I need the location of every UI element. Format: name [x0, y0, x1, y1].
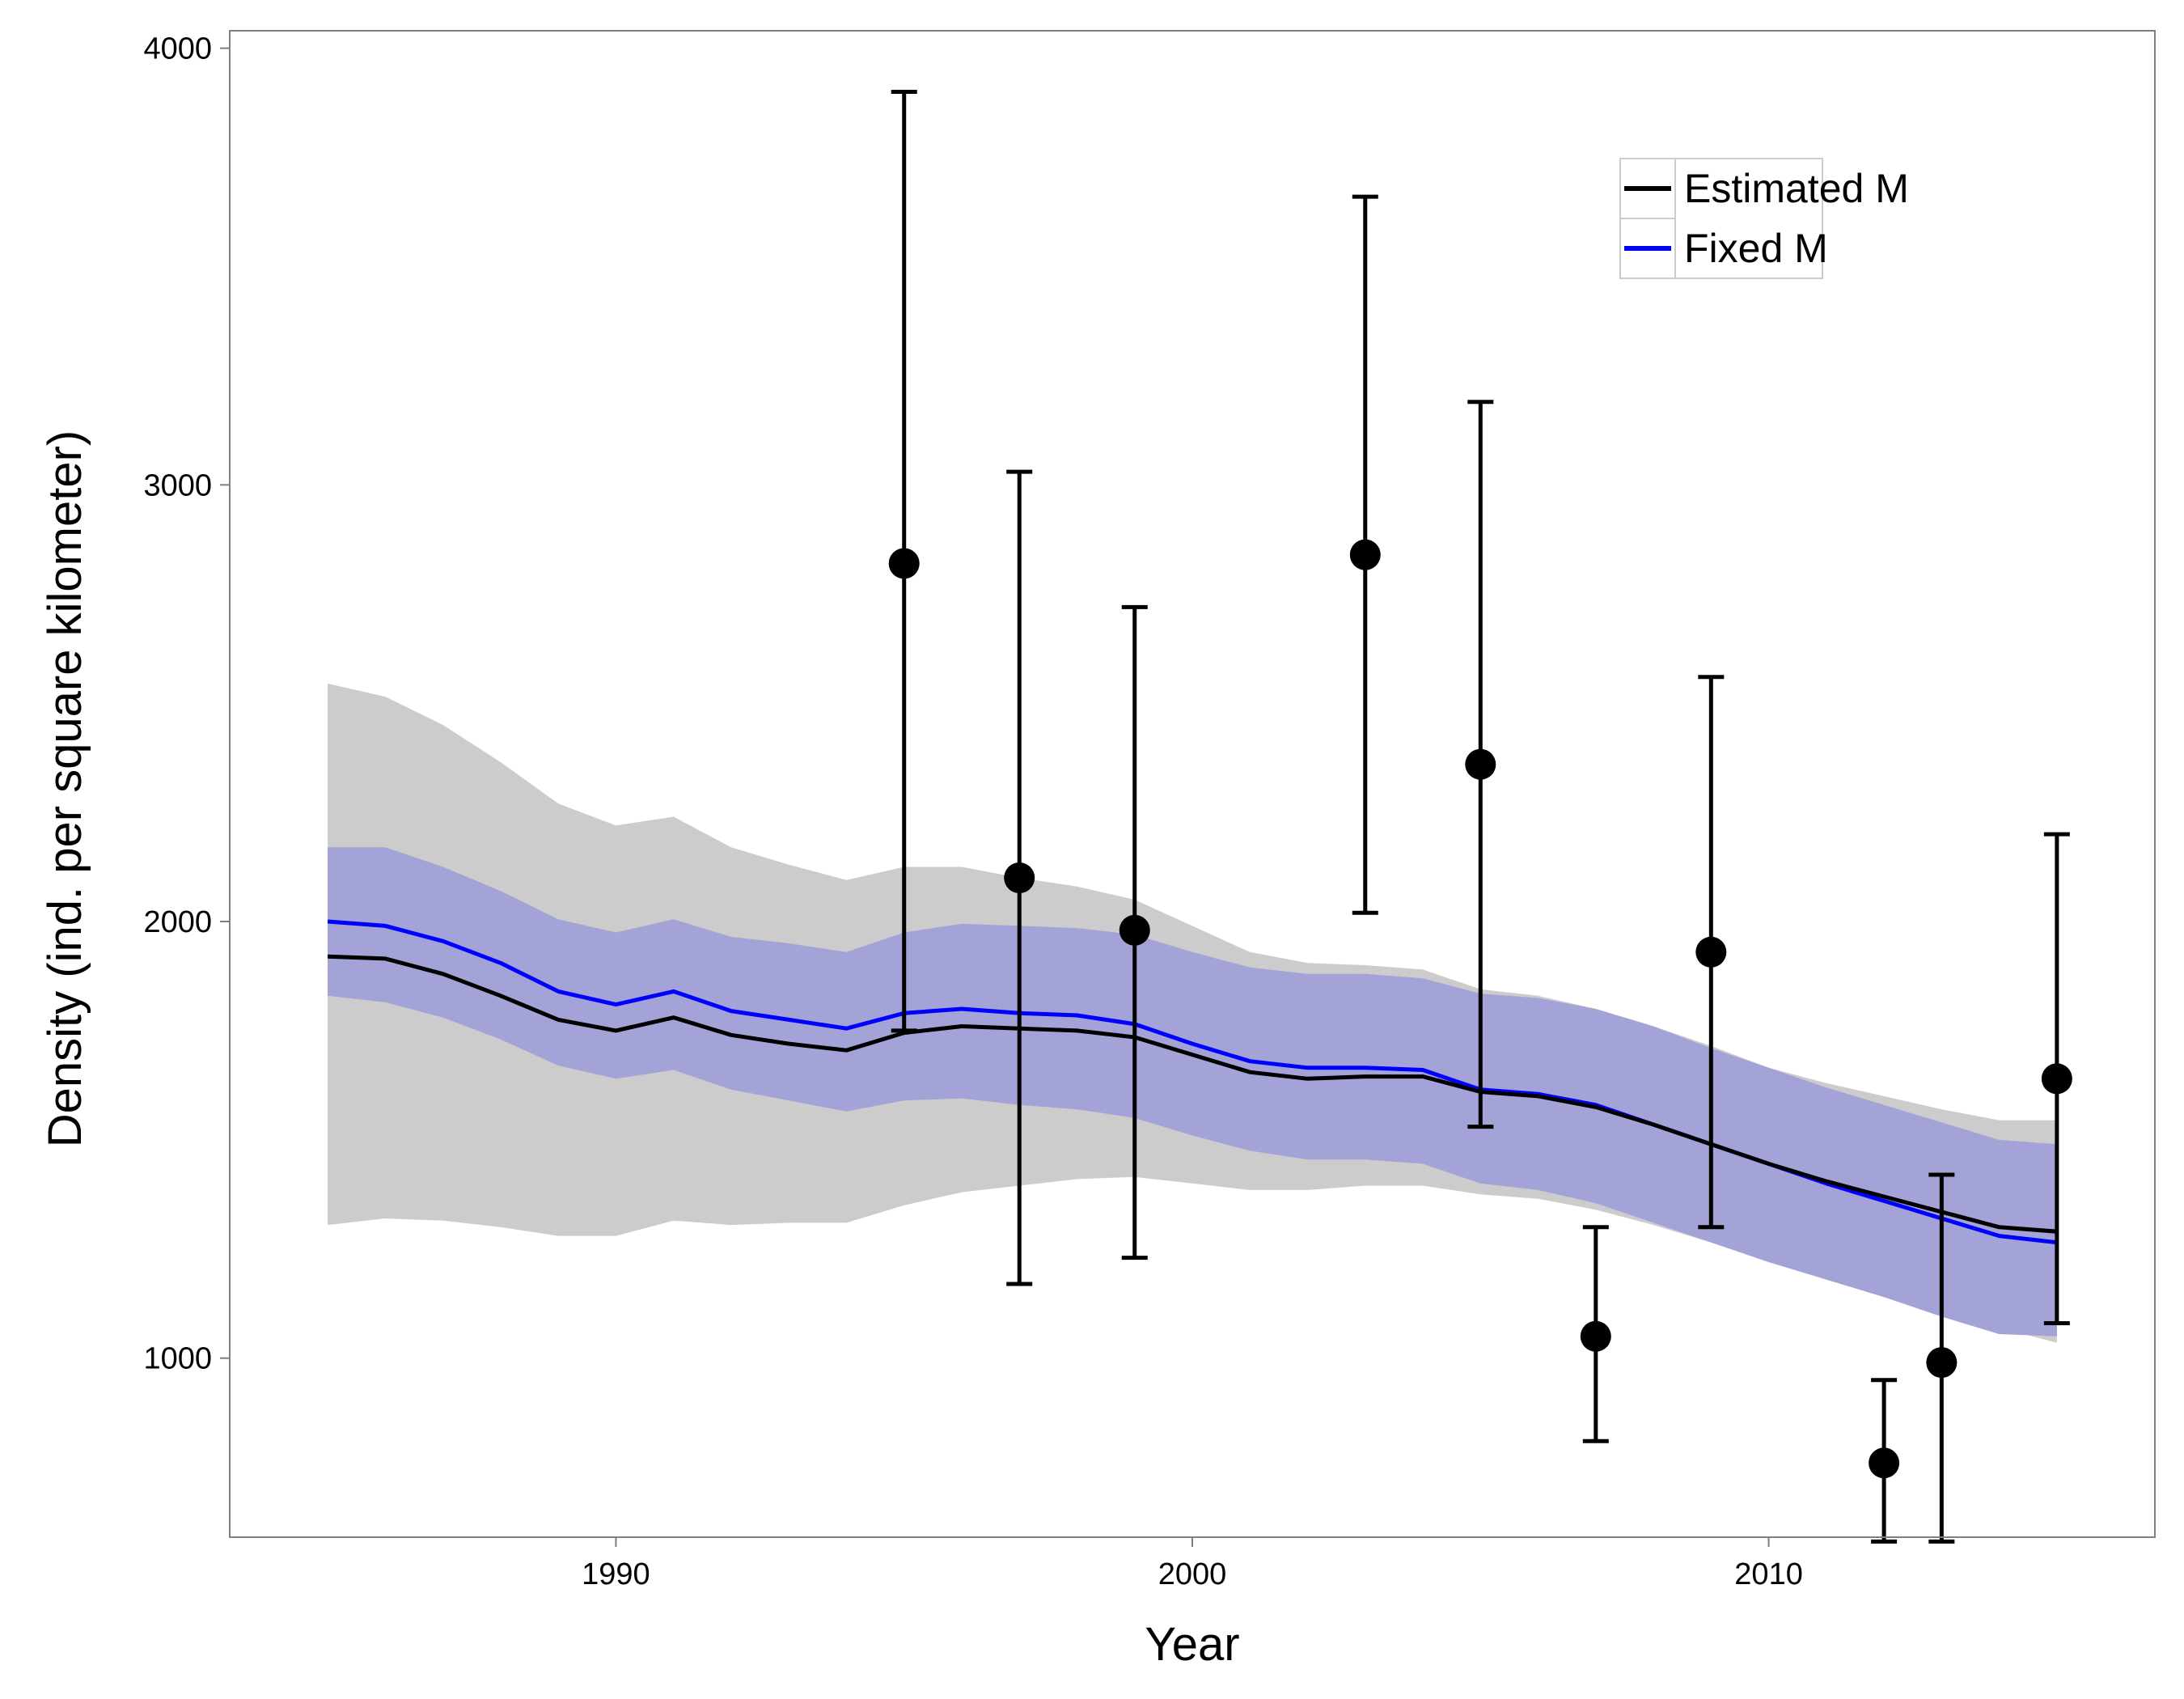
legend-label-fixed: Fixed M	[1684, 226, 1828, 271]
data-point	[2041, 1063, 2072, 1095]
x-tick-label: 1990	[582, 1557, 650, 1591]
legend-label-estimated: Estimated M	[1684, 166, 1909, 211]
y-tick-label: 3000	[143, 468, 212, 502]
observed-points	[888, 90, 2072, 1544]
observation-2007	[1580, 1225, 1611, 1443]
axes: 1000 2000 3000 4000 1990 2000 2010	[143, 31, 2155, 1591]
series-lines	[327, 919, 2058, 1245]
x-tick-label: 2000	[1158, 1557, 1227, 1591]
x-tick-label: 2010	[1734, 1557, 1803, 1591]
data-point	[1004, 862, 1035, 894]
observation-2015	[2041, 832, 2072, 1326]
x-axis-title: Year	[1145, 1618, 1239, 1671]
data-point	[1580, 1320, 1611, 1352]
plot-panel	[229, 30, 2156, 1538]
data-point	[888, 548, 920, 579]
legend: Estimated M Fixed M	[1619, 158, 1909, 279]
observation-1999	[1119, 604, 1150, 1260]
observation-2009	[1695, 675, 1727, 1230]
observation-2012	[1869, 1378, 1900, 1544]
data-point	[1869, 1447, 1900, 1479]
observation-2003	[1349, 194, 1381, 915]
y-tick-label: 2000	[143, 905, 212, 939]
data-point	[1119, 914, 1150, 946]
confidence-bands	[328, 683, 2057, 1343]
line-estimated-m	[328, 954, 2058, 1234]
data-point	[1349, 539, 1381, 570]
data-point	[1695, 936, 1727, 968]
observation-2013	[1926, 1172, 1958, 1544]
data-point	[1465, 748, 1496, 780]
observation-1997	[1004, 469, 1035, 1286]
data-point	[1926, 1347, 1958, 1379]
y-tick-label: 4000	[143, 32, 212, 66]
observation-1995	[888, 90, 920, 1033]
band-fixed-m	[328, 847, 2057, 1337]
y-axis-title: Density (ind. per square kilometer)	[39, 430, 91, 1147]
observation-2005	[1465, 400, 1496, 1129]
y-tick-label: 1000	[143, 1342, 212, 1376]
